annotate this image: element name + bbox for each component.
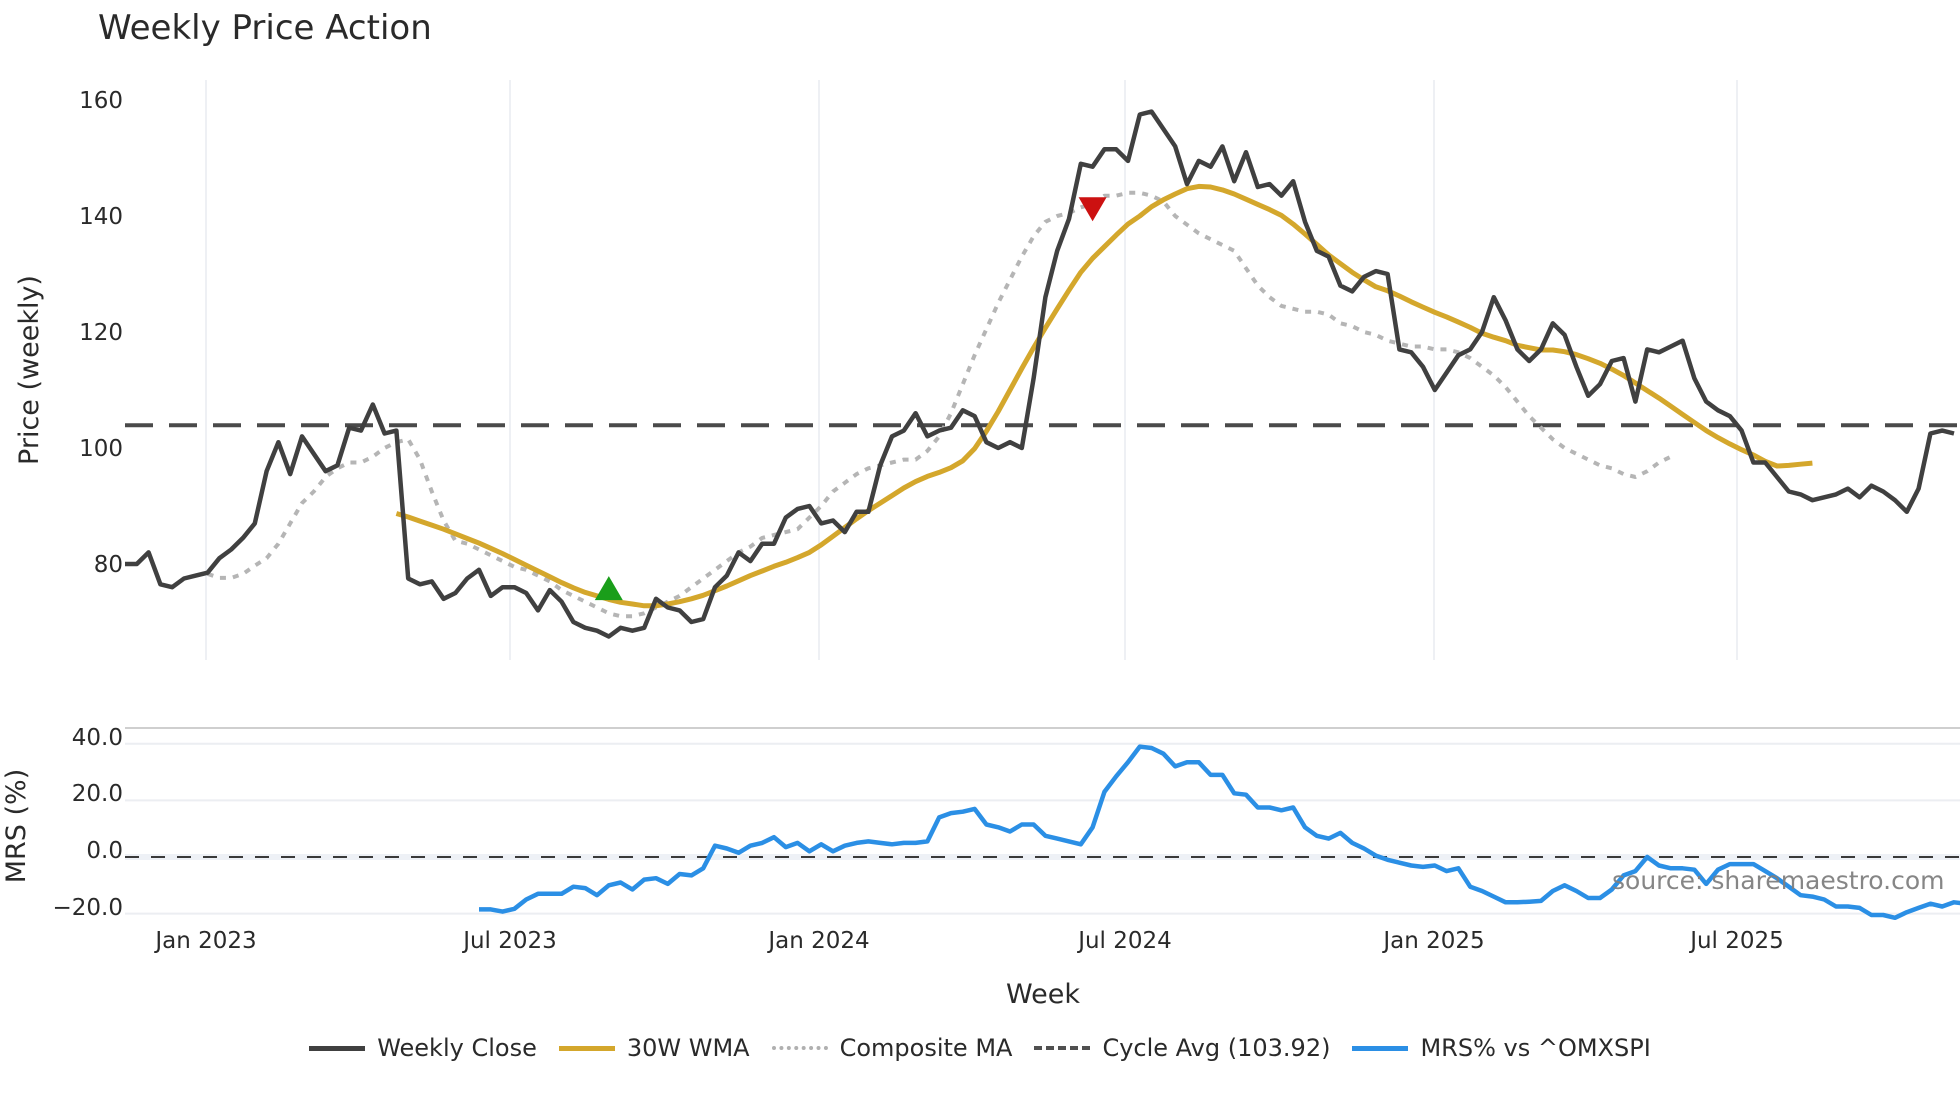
- x-tick-jul-2025: Jul 2025: [1688, 928, 1784, 954]
- mrs-tick-neg20: −20.0: [53, 895, 123, 921]
- mrs-tick-40: 40.0: [72, 725, 123, 751]
- x-tick-jul-2023: Jul 2023: [461, 928, 557, 954]
- composite-ma-line: [206, 190, 1672, 619]
- dashed-line-icon: [1034, 1046, 1091, 1050]
- weekly-close-line: [125, 109, 1955, 639]
- x-ticks: Jan 2023 Jul 2023 Jan 2024 Jul 2024 Jan …: [153, 928, 1783, 954]
- solid-line-icon: [1352, 1045, 1409, 1051]
- chart-title: Weekly Price Action: [98, 8, 432, 48]
- price-y-ticks: 160 140 120 100 80: [79, 88, 123, 578]
- y-tick-100: 100: [79, 436, 123, 462]
- mrs-tick-0: 0.0: [86, 838, 123, 864]
- legend-item-30w-wma[interactable]: 30W WMA: [558, 1034, 750, 1062]
- y-tick-160: 160: [79, 88, 123, 114]
- x-tick-jan-2023: Jan 2023: [153, 928, 256, 954]
- solid-line-icon: [309, 1045, 366, 1051]
- vertical-gridlines: [205, 80, 1738, 660]
- sell-signal-marker: [1078, 197, 1107, 222]
- mrs-gridlines: [125, 727, 1960, 915]
- legend-label: Weekly Close: [377, 1034, 537, 1062]
- y-tick-140: 140: [79, 204, 123, 230]
- dotted-line-icon: [771, 1046, 828, 1050]
- y-tick-120: 120: [79, 320, 123, 346]
- mrs-y-axis-title: MRS (%): [1, 769, 32, 884]
- mrs-vs-omxspi-line: [479, 744, 1960, 921]
- x-tick-jul-2024: Jul 2024: [1076, 928, 1172, 954]
- y-tick-80: 80: [94, 552, 123, 578]
- price-y-axis-title: Price (weekly): [14, 275, 45, 465]
- legend-item-cycle-avg[interactable]: Cycle Avg (103.92): [1034, 1034, 1330, 1062]
- x-axis-title: Week: [1006, 979, 1080, 1010]
- legend-label: MRS% vs ^OMXSPI: [1420, 1034, 1651, 1062]
- legend: Weekly Close 30W WMA Composite MA Cycle …: [0, 1034, 1960, 1062]
- series-layer: [125, 109, 1960, 921]
- legend-label: Cycle Avg (103.92): [1102, 1034, 1331, 1062]
- x-tick-jan-2024: Jan 2024: [766, 928, 869, 954]
- buy-signal-marker: [594, 576, 623, 601]
- legend-label: Composite MA: [839, 1034, 1013, 1062]
- x-tick-jan-2025: Jan 2025: [1381, 928, 1484, 954]
- legend-item-composite-ma[interactable]: Composite MA: [771, 1034, 1013, 1062]
- mrs-tick-20: 20.0: [72, 781, 123, 807]
- legend-item-weekly-close[interactable]: Weekly Close: [309, 1034, 537, 1062]
- source-watermark: source: sharemaestro.com: [1612, 866, 1945, 895]
- 30w-wma-line: [395, 183, 1813, 609]
- legend-label: 30W WMA: [626, 1034, 750, 1062]
- solid-line-icon: [558, 1045, 615, 1051]
- legend-item-mrs[interactable]: MRS% vs ^OMXSPI: [1352, 1034, 1651, 1062]
- mrs-y-ticks: 40.0 20.0 0.0 −20.0: [53, 725, 123, 921]
